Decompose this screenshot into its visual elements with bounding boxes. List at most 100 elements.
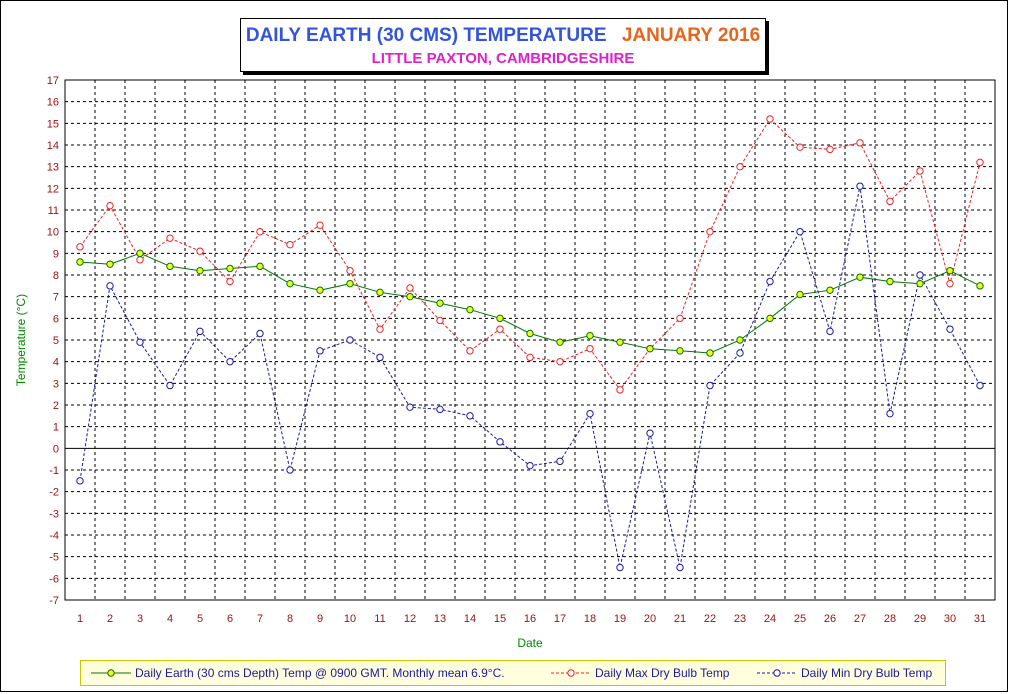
point-min	[556, 457, 564, 466]
point-earth	[466, 305, 474, 314]
point-earth	[616, 338, 624, 346]
point-earth	[286, 279, 294, 288]
y-tick-label: 6	[53, 313, 59, 325]
point-max	[766, 115, 774, 123]
point-max	[856, 139, 864, 147]
x-tick-label: 2	[107, 613, 113, 625]
point-max	[76, 243, 84, 251]
grid-layer	[65, 80, 995, 600]
x-tick-label: 3	[137, 613, 143, 625]
point-max	[916, 167, 924, 175]
point-min	[166, 381, 174, 390]
point-min	[286, 466, 294, 474]
point-min	[826, 327, 834, 336]
x-tick-label: 28	[884, 613, 896, 625]
point-earth	[676, 347, 684, 355]
point-earth	[766, 314, 774, 323]
point-min	[526, 461, 534, 470]
point-max	[466, 347, 474, 355]
point-earth	[166, 262, 174, 271]
point-max	[166, 234, 174, 242]
x-tick-label: 23	[734, 613, 746, 625]
x-tick-label: 25	[794, 613, 806, 625]
point-max	[676, 314, 684, 323]
legend-swatch-max	[551, 669, 591, 677]
x-tick-label: 19	[614, 613, 626, 625]
x-tick-label: 20	[644, 613, 656, 625]
point-earth	[376, 288, 384, 297]
y-tick-label: -6	[49, 573, 59, 585]
y-tick-label: 9	[53, 248, 59, 260]
point-earth	[916, 279, 924, 288]
x-axis-label: Date	[517, 636, 543, 650]
y-tick-label: 4	[53, 357, 59, 369]
y-tick-label: -4	[49, 530, 59, 542]
y-tick-label: -7	[49, 595, 59, 607]
point-min	[856, 182, 864, 190]
point-earth	[76, 258, 84, 266]
point-earth	[106, 260, 114, 268]
x-tick-label: 15	[494, 613, 506, 625]
point-min	[106, 282, 114, 290]
point-min	[76, 477, 84, 485]
point-earth	[736, 336, 744, 344]
x-tick-label: 30	[944, 613, 956, 625]
point-max	[436, 316, 444, 325]
point-max	[886, 197, 894, 206]
point-min	[676, 563, 684, 572]
point-min	[406, 403, 414, 411]
x-tick-label: 9	[317, 613, 323, 625]
point-earth	[826, 286, 834, 294]
point-earth	[946, 266, 954, 275]
point-min	[886, 409, 894, 418]
point-min	[616, 563, 624, 572]
x-tick-label: 11	[374, 613, 385, 625]
point-earth	[796, 290, 804, 299]
point-max	[496, 325, 504, 333]
point-earth	[706, 349, 714, 357]
point-min	[916, 271, 924, 279]
point-max	[946, 279, 954, 288]
legend-label-earth: Daily Earth (30 cms Depth) Temp @ 0900 G…	[135, 666, 505, 680]
point-min	[316, 347, 324, 355]
y-tick-label: 10	[47, 227, 59, 239]
chart-title-box: DAILY EARTH (30 CMS) TEMPERATURE JANUARY…	[240, 18, 766, 72]
point-min	[196, 327, 204, 336]
chart-subtitle: LITTLE PAXTON, CAMBRIDGESHIRE	[371, 50, 635, 67]
point-max	[976, 158, 984, 167]
point-min	[346, 336, 354, 344]
x-tick-label: 10	[344, 613, 356, 625]
x-tick-label: 4	[167, 613, 173, 625]
point-min	[436, 405, 444, 414]
y-tick-label: 12	[47, 183, 59, 195]
point-max	[826, 145, 834, 154]
x-tick-label: 8	[287, 613, 293, 625]
point-min	[496, 438, 504, 446]
point-earth	[976, 282, 984, 290]
point-min	[226, 357, 234, 366]
point-max	[706, 227, 714, 236]
y-tick-label: 1	[53, 422, 59, 434]
y-tick-label: 16	[47, 97, 59, 109]
point-min	[136, 338, 144, 346]
point-max	[256, 227, 264, 236]
point-max	[616, 386, 624, 394]
point-earth	[136, 249, 144, 258]
y-tick-label: -5	[49, 552, 59, 564]
legend-label-max: Daily Max Dry Bulb Temp	[595, 666, 730, 680]
point-max	[106, 201, 114, 210]
y-axis-label: Temperature (°C)	[14, 294, 28, 386]
point-max	[376, 325, 384, 333]
plot-border	[64, 79, 996, 601]
y-tick-label: 11	[48, 205, 59, 217]
y-tick-label: 2	[53, 400, 59, 412]
point-earth	[646, 344, 654, 353]
point-earth	[856, 273, 864, 281]
x-tick-label: 26	[824, 613, 836, 625]
point-min	[946, 325, 954, 333]
point-earth	[496, 314, 504, 323]
point-min	[976, 381, 984, 390]
point-min	[466, 412, 474, 420]
point-max	[736, 162, 744, 171]
